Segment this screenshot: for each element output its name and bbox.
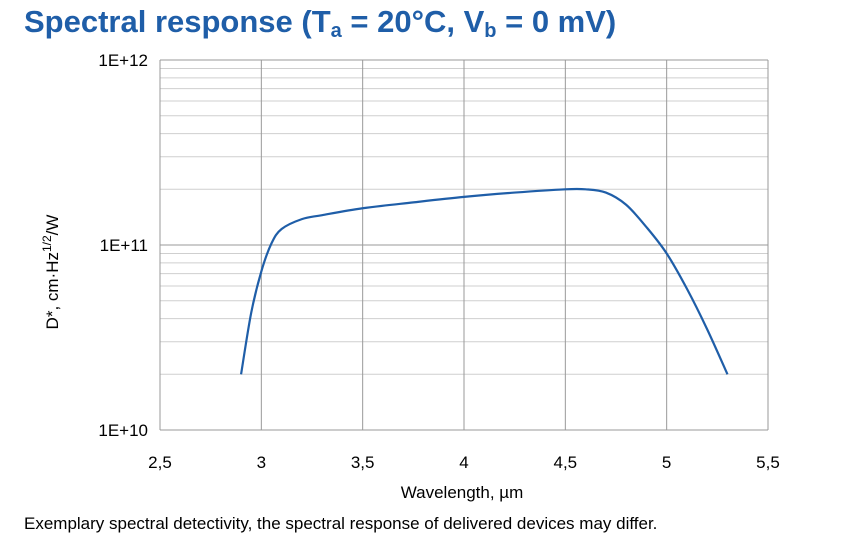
y-tick-label: 1E+11 bbox=[100, 236, 148, 255]
caption: Exemplary spectral detectivity, the spec… bbox=[24, 514, 658, 533]
tick-labels: 1E+10 1E+11 1E+12 2,5 3 3,5 4 4,5 5 5,5 bbox=[98, 51, 779, 472]
y-axis-label-main: D*, cm·Hz bbox=[43, 252, 62, 329]
x-tick-label: 3 bbox=[257, 453, 266, 472]
x-tick-label: 3,5 bbox=[351, 453, 375, 472]
title-subscript-b: b bbox=[484, 20, 497, 42]
title-subscript-a: a bbox=[330, 20, 342, 42]
series-line bbox=[239, 187, 729, 375]
series-layer bbox=[239, 187, 729, 375]
x-tick-label: 5,5 bbox=[756, 453, 780, 472]
chart-title: Spectral response (Ta = 20°C, Vb = 0 mV) bbox=[24, 4, 616, 43]
x-axis-label: Wavelength, µm bbox=[401, 483, 524, 502]
x-tick-label: 4 bbox=[459, 453, 468, 472]
title-text-suffix: = 0 mV) bbox=[496, 4, 617, 39]
x-tick-label: 4,5 bbox=[554, 453, 578, 472]
y-tick-label: 1E+10 bbox=[98, 421, 148, 440]
title-text-middle: = 20°C, V bbox=[341, 4, 485, 39]
title-text-prefix: Spectral response (T bbox=[24, 4, 331, 39]
y-axis-label-tail: /W bbox=[43, 215, 62, 236]
grid bbox=[159, 59, 769, 431]
y-tick-label: 1E+12 bbox=[98, 51, 148, 70]
y-axis-label-sup: 1/2 bbox=[40, 235, 54, 252]
y-axis-label: D*, cm·Hz1/2/W bbox=[40, 215, 62, 330]
x-tick-label: 2,5 bbox=[148, 453, 172, 472]
x-tick-label: 5 bbox=[662, 453, 671, 472]
chart: 1E+10 1E+11 1E+12 2,5 3 3,5 4 4,5 5 5,5 Wavelengt… bbox=[40, 51, 780, 502]
